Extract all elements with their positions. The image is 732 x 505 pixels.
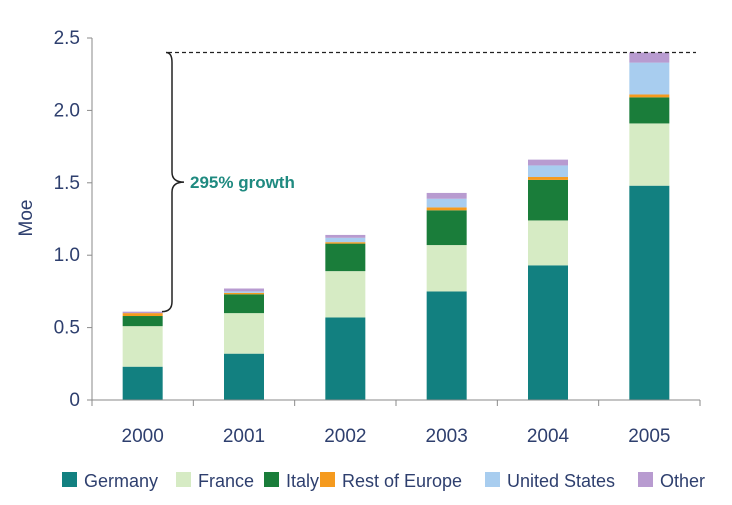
bar-segment-rest-of-europe (528, 177, 568, 180)
bar-segment-germany (629, 185, 670, 400)
legend-label: Germany (84, 471, 158, 491)
bar-segment-germany (224, 353, 264, 400)
x-tick-label: 2004 (527, 426, 570, 447)
bar-segment-rest-of-europe (224, 292, 264, 295)
bar-segment-germany (122, 366, 163, 400)
y-tick-label: 0 (69, 390, 80, 411)
legend-label: Other (660, 471, 705, 491)
bar-segment-other (629, 52, 670, 63)
bar-segment-france (122, 326, 163, 367)
growth-annotation: 295% growth (161, 51, 696, 313)
y-tick-label: 1.5 (54, 173, 80, 194)
legend-label: Italy (286, 471, 319, 491)
bar-segment-rest-of-europe (325, 242, 366, 244)
bar-segment-other (224, 288, 264, 292)
bar-segment-united-states (528, 165, 568, 178)
legend-swatch (485, 472, 500, 487)
bar-segment-italy (122, 316, 163, 327)
y-tick-label: 2.5 (54, 28, 80, 49)
bar-segment-france (629, 123, 670, 186)
bar-segment-italy (426, 210, 467, 246)
bar-segment-italy (528, 179, 568, 221)
axes (91, 38, 700, 401)
bar-segment-france (325, 271, 366, 318)
bar-segment-other (426, 192, 467, 199)
x-tick-label: 2001 (223, 426, 265, 447)
bar-segment-united-states (224, 291, 264, 293)
legend: Germany France Italy Rest of Europe United S… (62, 471, 705, 491)
bar-segment-other (528, 159, 568, 166)
legend-swatch (638, 472, 653, 487)
bar-segment-united-states (325, 237, 366, 243)
bar-segment-other (122, 311, 163, 314)
bar-segment-other (325, 234, 366, 238)
legend-label: France (198, 471, 254, 491)
y-tick-label: 2.0 (54, 100, 80, 121)
x-tick-label: 2000 (122, 426, 164, 447)
y-tick-label: 1.0 (54, 245, 80, 266)
growth-label: 295% growth (190, 173, 295, 192)
x-axis-ticks: 2000 2001 2002 2003 2004 2005 (91, 400, 701, 447)
bar-segment-germany (325, 317, 366, 400)
x-tick-label: 2005 (628, 426, 670, 447)
bar-segment-rest-of-europe (629, 94, 670, 98)
bar-segment-italy (325, 243, 366, 272)
bar-segment-italy (224, 294, 264, 314)
bar-segment-rest-of-europe (426, 207, 467, 211)
bar-segment-italy (629, 97, 670, 124)
bar-segment-rest-of-europe (122, 313, 163, 317)
bar-segment-united-states (426, 198, 467, 208)
legend-label: Rest of Europe (342, 471, 462, 491)
growth-brace (161, 51, 185, 313)
bar-segment-germany (426, 291, 467, 400)
bar-segment-france (528, 220, 568, 266)
legend-label: United States (507, 471, 615, 491)
bar-segment-france (224, 313, 264, 354)
bars (122, 52, 670, 400)
y-axis-ticks: 0 0.5 1.0 1.5 2.0 2.5 (54, 28, 92, 411)
bar-segment-united-states (629, 62, 670, 95)
bar-segment-germany (528, 265, 568, 400)
x-tick-label: 2002 (324, 426, 366, 447)
y-tick-label: 0.5 (54, 318, 80, 339)
y-axis-title: Moe (16, 200, 37, 237)
legend-swatch (264, 472, 279, 487)
legend-swatch (62, 472, 77, 487)
legend-swatch (320, 472, 335, 487)
legend-swatch (176, 472, 191, 487)
bar-segment-france (426, 245, 467, 292)
x-tick-label: 2003 (426, 426, 468, 447)
